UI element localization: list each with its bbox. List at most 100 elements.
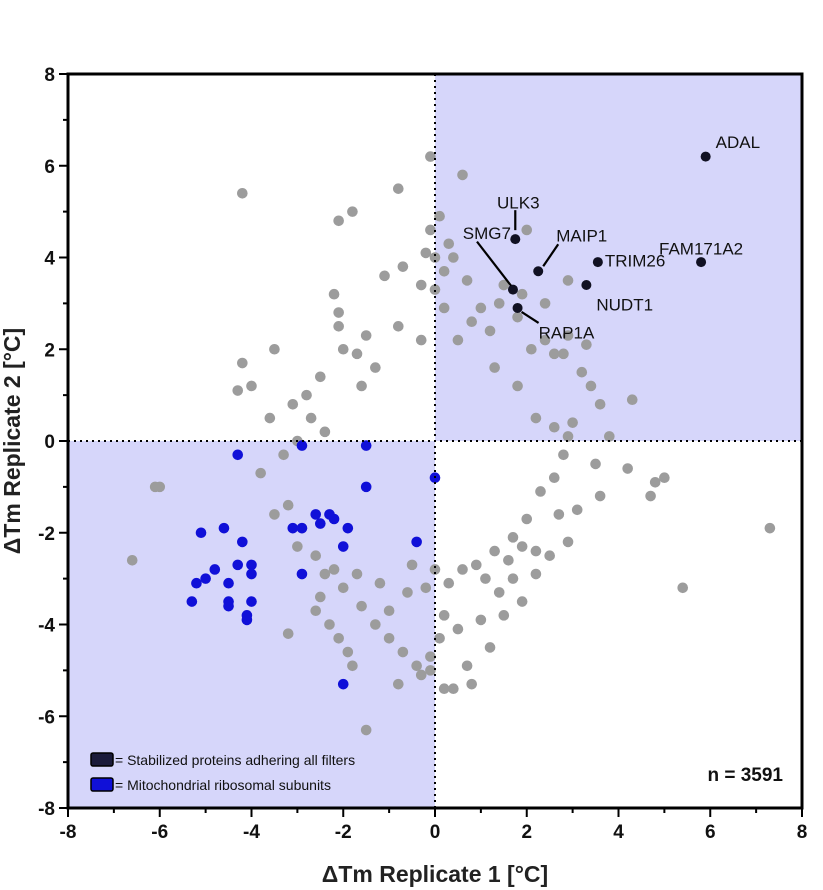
data-point-background <box>149 481 161 493</box>
data-point-background <box>328 288 340 300</box>
gene-label-fam171a2: FAM171A2 <box>659 240 743 259</box>
data-point-background <box>484 325 496 337</box>
data-point-background <box>425 151 436 162</box>
data-point-background <box>351 568 363 580</box>
callout-leader-line <box>520 311 540 324</box>
data-point-background <box>347 660 358 672</box>
data-point-background <box>448 252 459 263</box>
data-point-background <box>526 343 537 355</box>
x-tick-label: -4 <box>243 822 260 843</box>
y-tick-labels: -8 -6 -4 -2 0 2 4 6 8 <box>38 65 55 820</box>
data-point-background <box>448 683 459 695</box>
data-point-background <box>415 279 427 291</box>
y-tick-label: -6 <box>38 707 55 728</box>
data-point-background <box>604 431 615 442</box>
data-point-mito-ribosomal <box>360 440 372 451</box>
data-point-background <box>305 412 317 424</box>
data-point-background <box>457 169 468 181</box>
data-point-background <box>360 724 372 736</box>
data-point-background <box>393 678 404 690</box>
data-point-background <box>393 321 404 332</box>
data-point-background <box>466 316 478 328</box>
data-point-background <box>503 554 514 566</box>
data-point-background <box>347 206 358 217</box>
x-tick-label: -2 <box>335 822 352 843</box>
data-point-mito-ribosomal <box>310 509 322 520</box>
data-point-mito-ribosomal <box>223 600 234 612</box>
data-point-background <box>434 210 445 222</box>
gene-label-adal: ADAL <box>716 133 760 152</box>
data-point-background <box>530 412 542 424</box>
x-tick-label: -8 <box>60 822 77 843</box>
data-point-background <box>535 486 546 497</box>
data-point-background <box>475 302 487 314</box>
data-point-mito-ribosomal <box>296 522 308 534</box>
data-point-background <box>594 399 606 410</box>
data-point-background <box>764 522 776 534</box>
data-point-mito-ribosomal <box>296 568 308 580</box>
data-point-background <box>328 564 340 575</box>
data-point-background <box>507 573 519 584</box>
data-point-background <box>452 623 464 635</box>
data-point-background <box>438 610 450 621</box>
x-tick-label: 6 <box>705 822 716 843</box>
data-point-background <box>622 463 633 474</box>
data-point-background <box>383 632 395 644</box>
data-point-background <box>626 394 638 406</box>
data-point-stabilized <box>507 284 518 295</box>
data-point-background <box>126 554 138 566</box>
data-point-background <box>590 458 601 470</box>
data-point-stabilized <box>700 151 711 162</box>
data-point-background <box>470 559 482 571</box>
data-point-background <box>406 559 418 571</box>
data-point-background <box>379 270 390 282</box>
data-point-mito-ribosomal <box>287 522 299 534</box>
data-point-background <box>562 431 574 442</box>
data-point-background <box>425 665 436 676</box>
x-axis-title: ΔTm Replicate 1 [°C] <box>322 861 548 887</box>
data-point-background <box>548 348 560 360</box>
data-point-background <box>310 550 322 561</box>
data-point-background <box>677 582 689 594</box>
x-tick-label: 8 <box>797 822 808 843</box>
data-point-background <box>438 683 450 695</box>
data-point-background <box>315 371 326 383</box>
data-point-background <box>269 509 280 520</box>
ticks-layer <box>59 73 803 817</box>
data-point-background <box>498 610 510 621</box>
data-point-background <box>645 490 656 502</box>
data-point-background <box>548 472 560 484</box>
data-point-background <box>425 224 436 236</box>
x-tick-label: -6 <box>151 822 168 843</box>
data-point-background <box>319 568 331 580</box>
data-point-background <box>480 573 491 584</box>
y-tick-label: -2 <box>38 524 55 545</box>
data-point-mito-ribosomal <box>195 527 207 539</box>
y-tick-label: 8 <box>44 65 55 86</box>
data-point-stabilized <box>581 280 592 291</box>
legend-swatch-mito <box>90 777 114 792</box>
data-point-background <box>420 582 432 594</box>
x-tick-label: 0 <box>430 822 441 843</box>
data-point-mito-ribosomal <box>191 577 202 589</box>
data-point-background <box>397 261 409 272</box>
data-point-background <box>548 421 560 433</box>
data-point-background <box>383 605 395 617</box>
data-point-background <box>649 476 661 488</box>
legend-entry-stabilized: = Stabilized proteins adhering all filte… <box>115 752 355 768</box>
data-point-stabilized <box>533 266 544 277</box>
data-point-mito-ribosomal <box>324 509 335 520</box>
gene-label-smg7: SMG7 <box>463 224 511 243</box>
data-point-background <box>443 238 455 250</box>
data-point-background <box>571 504 583 516</box>
data-point-background <box>585 380 597 392</box>
data-point-mito-ribosomal <box>246 596 257 607</box>
data-point-mito-ribosomal <box>246 568 257 580</box>
gene-label-nudt1: NUDT1 <box>596 296 653 315</box>
data-point-mito-ribosomal <box>200 573 211 584</box>
data-point-background <box>425 651 436 662</box>
data-point-mito-ribosomal <box>241 614 253 626</box>
data-point-background <box>315 591 326 603</box>
data-point-background <box>530 568 542 580</box>
